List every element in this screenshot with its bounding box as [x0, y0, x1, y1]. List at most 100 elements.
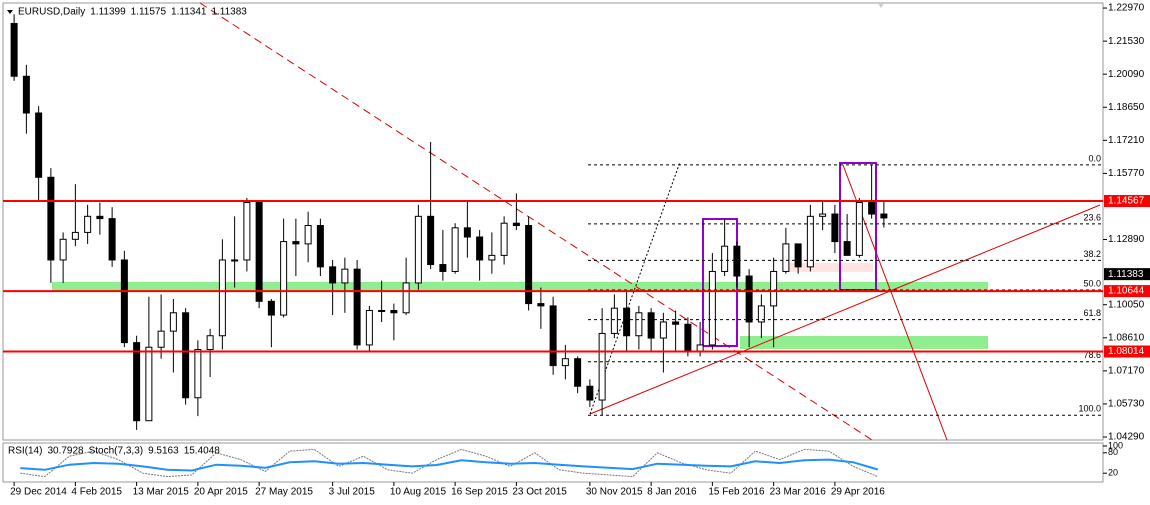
candle-body — [549, 305, 557, 367]
candle-body — [439, 264, 447, 272]
x-tick-label: 30 Nov 2015 — [586, 487, 643, 498]
y-tick-label: 1.12890 — [1108, 234, 1145, 245]
header-text: 1.11383 — [211, 7, 247, 18]
x-tick-label: 13 Mar 2015 — [133, 487, 190, 498]
scroll-icon — [877, 2, 885, 8]
fibo-label: 61.8 — [1083, 308, 1101, 318]
x-tick-label: 29 Apr 2016 — [831, 487, 885, 498]
candle-body — [427, 215, 435, 266]
y-tick-label: 1.18650 — [1108, 102, 1145, 113]
y-tick-label: 1.04290 — [1108, 432, 1145, 443]
x-tick-label: 10 Aug 2015 — [390, 487, 447, 498]
candle-body — [500, 222, 508, 256]
fibo-label: 50.0 — [1083, 278, 1101, 288]
candle-body — [231, 259, 239, 262]
y-tick-label: 1.08610 — [1108, 332, 1145, 343]
price-tag-label: 1.14567 — [1108, 196, 1145, 207]
candle-body — [623, 307, 631, 337]
candle-body — [255, 202, 263, 302]
x-tick-label: 8 Jan 2016 — [647, 487, 697, 498]
y-tick-label: 1.10050 — [1108, 299, 1145, 310]
fibo-label: 38.2 — [1083, 249, 1101, 259]
candle-body — [353, 268, 361, 346]
fibo-label: 78.6 — [1083, 350, 1101, 360]
x-tick-label: 15 Feb 2016 — [708, 487, 765, 498]
x-tick-label: 27 May 2015 — [255, 487, 313, 498]
header-text: EURUSD,Daily — [18, 7, 85, 18]
header-text: 1.11341 — [171, 7, 207, 18]
support-zone — [52, 282, 988, 291]
candle-body — [537, 303, 545, 307]
trend-line — [589, 204, 1101, 415]
header-text: 15.4048 — [184, 446, 221, 457]
x-tick-label: 3 Jul 2015 — [329, 487, 376, 498]
support-zone — [740, 336, 988, 349]
candle-body — [598, 332, 606, 401]
candle-body — [561, 358, 569, 367]
candle-body — [10, 22, 18, 77]
candle-body — [218, 259, 226, 337]
candle-body — [574, 358, 582, 387]
price-tag — [1104, 268, 1150, 281]
candle-body — [329, 266, 337, 284]
candle-body — [586, 385, 594, 401]
candle-body — [610, 307, 618, 334]
trend-line — [199, 2, 873, 441]
candle-body — [341, 268, 349, 284]
candle-body — [512, 222, 520, 227]
candle-body — [182, 312, 190, 399]
rsi-line — [20, 458, 879, 472]
candle-body — [782, 243, 790, 272]
x-tick-label: 23 Mar 2016 — [770, 487, 827, 498]
resistance-zone — [783, 263, 873, 272]
x-tick-label: 29 Dec 2014 — [10, 487, 67, 498]
header-text: Stoch(7,3,3) — [89, 446, 143, 457]
candle-body — [635, 312, 643, 337]
candle-body — [684, 323, 692, 353]
price-tag — [1104, 195, 1150, 208]
y-tick-label: 1.22970 — [1108, 3, 1145, 14]
candle-body — [770, 270, 778, 307]
candle-body — [108, 218, 116, 261]
x-tick-label: 4 Feb 2015 — [71, 487, 122, 498]
candle-body — [71, 231, 79, 240]
candle-body — [880, 213, 888, 219]
candle-body — [22, 75, 30, 114]
candle-body — [708, 270, 716, 346]
candle-body — [157, 330, 165, 348]
fibo-label: 23.6 — [1083, 212, 1101, 222]
candle-body — [120, 259, 128, 344]
candle-body — [855, 202, 863, 256]
fibo-label: 0.0 — [1088, 153, 1101, 163]
candle-body — [721, 245, 729, 272]
price-tag — [1104, 345, 1150, 358]
candle-body — [292, 241, 300, 245]
x-tick-label: 23 Oct 2015 — [512, 487, 567, 498]
y-tick-label: 1.07170 — [1108, 366, 1145, 377]
candle-body — [831, 213, 839, 243]
candle-body — [390, 309, 398, 314]
fibo-label: 100.0 — [1078, 404, 1101, 414]
header-text: 1.11575 — [131, 7, 167, 18]
candle-body — [35, 112, 43, 178]
candle-body — [84, 215, 92, 233]
candle-body — [414, 215, 422, 284]
candle-body — [476, 236, 484, 261]
candles — [10, 14, 888, 430]
candle-body — [745, 275, 753, 323]
candle-body — [378, 309, 386, 312]
header-text: 9.5163 — [148, 446, 179, 457]
candle-body — [463, 227, 471, 238]
indicator-tick-label: 80 — [1108, 447, 1118, 457]
x-tick-label: 16 Sep 2015 — [451, 487, 508, 498]
candle-body — [194, 349, 202, 399]
stoch-line — [20, 448, 878, 478]
candle-body — [757, 305, 765, 323]
header-text: 30.7928 — [47, 446, 84, 457]
y-tick-label: 1.17210 — [1108, 135, 1145, 146]
candle-body — [206, 335, 214, 351]
candle-body — [59, 238, 67, 261]
overlay: 0.0 23.6 38.2 50.0 61.8 78.6 100.0 1.14567 1.106… — [3, 153, 1150, 416]
price-tag — [1104, 285, 1150, 298]
